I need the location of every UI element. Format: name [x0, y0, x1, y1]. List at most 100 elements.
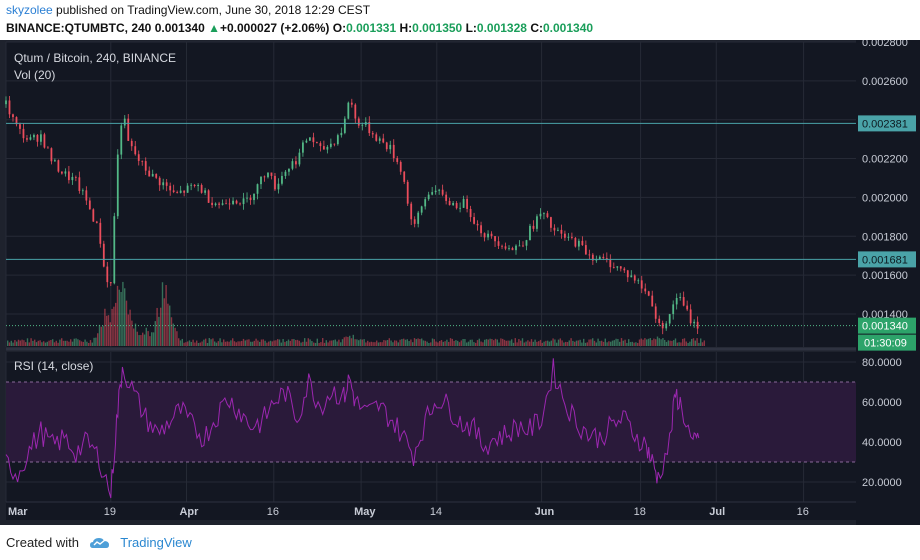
volume-bar: [584, 342, 587, 346]
candle-body: [375, 134, 378, 141]
candle-body: [354, 104, 357, 119]
candle-body: [50, 148, 53, 162]
volume-bar: [161, 282, 164, 346]
candle-body: [616, 266, 619, 268]
candle-body: [298, 152, 301, 165]
candle-body: [686, 305, 689, 310]
candle-body: [179, 190, 182, 193]
volume-bar: [37, 340, 39, 346]
volume-bar: [521, 338, 524, 346]
candle-body: [550, 217, 552, 228]
rsi-tick-label: 60.0000: [862, 397, 902, 409]
candle-body: [235, 200, 238, 204]
volume-bar: [170, 317, 173, 346]
candle-body: [95, 221, 98, 223]
volume-bar: [683, 338, 686, 346]
volume-bar: [604, 338, 606, 346]
volume-bar: [246, 339, 248, 346]
close-label: C:: [530, 21, 543, 35]
rsi-tick-label: 80.0000: [862, 357, 902, 369]
volume-bar: [538, 341, 540, 346]
candle-body: [626, 270, 629, 278]
volume-bar: [296, 339, 299, 346]
trading-chart[interactable]: 0.0028000.0026000.0024000.0022000.002000…: [0, 40, 920, 525]
volume-bar: [365, 342, 367, 346]
candle-body: [438, 189, 441, 191]
high-value: 0.001350: [412, 21, 463, 35]
volume-bar: [131, 320, 133, 346]
volume-bar: [440, 340, 443, 346]
volume-bar: [257, 340, 259, 346]
author-link[interactable]: skyzolee: [6, 3, 53, 17]
volume-bar: [84, 339, 86, 346]
candle-body: [431, 192, 434, 195]
volume-bar: [518, 339, 520, 346]
candle-body: [396, 158, 399, 162]
tradingview-brand[interactable]: TradingView: [120, 535, 192, 550]
candle-body: [483, 233, 486, 238]
volume-bar: [107, 315, 110, 346]
volume-bar: [178, 338, 180, 346]
volume-bar: [106, 315, 108, 346]
volume-bar: [386, 339, 389, 346]
candle-body: [361, 124, 364, 126]
volume-bar: [129, 309, 131, 346]
volume-bar: [14, 340, 16, 346]
volume-bar: [113, 306, 115, 346]
volume-bar: [242, 338, 245, 346]
candle-body: [19, 124, 21, 129]
volume-bar: [629, 342, 632, 346]
volume-bar: [359, 339, 362, 346]
candle-body: [588, 254, 591, 256]
candle-body: [637, 280, 640, 282]
candle-body: [211, 202, 213, 206]
volume-bar: [356, 339, 358, 346]
volume-bar: [318, 342, 320, 346]
volume-bar: [539, 339, 542, 346]
volume-bar: [660, 339, 662, 346]
candle-body: [274, 175, 276, 190]
volume-bar: [590, 339, 592, 346]
candle-body: [106, 266, 109, 283]
volume-bar: [646, 339, 648, 346]
volume-bar: [685, 341, 687, 346]
volume-bar: [122, 281, 124, 346]
candle-body: [29, 137, 32, 140]
candle-body: [623, 268, 626, 271]
candle-body: [536, 216, 538, 229]
volume-bar: [149, 336, 151, 346]
volume-bar: [95, 337, 97, 346]
candle-body: [441, 189, 444, 195]
volume-bar: [415, 339, 417, 346]
volume-bar: [323, 342, 326, 346]
volume-bar: [277, 339, 279, 346]
volume-bar: [487, 339, 489, 346]
volume-bar: [89, 340, 92, 346]
candle-body: [522, 245, 524, 247]
volume-bar: [197, 342, 200, 346]
volume-bar: [500, 338, 502, 346]
volume-bar: [512, 342, 515, 346]
candle-body: [309, 137, 311, 141]
candle-body: [392, 144, 395, 159]
rsi-tick-label: 40.0000: [862, 437, 902, 449]
volume-bar: [302, 341, 304, 346]
volume-bar: [286, 341, 288, 346]
volume-bar: [350, 338, 353, 346]
candle-body: [368, 121, 371, 134]
volume-bar: [160, 307, 162, 346]
candle-body: [525, 240, 528, 246]
volume-bar: [394, 340, 396, 346]
candle-body: [242, 198, 245, 205]
volume-bar: [172, 323, 174, 346]
volume-bar: [403, 338, 405, 346]
volume-bar: [55, 340, 57, 346]
candle-body: [682, 297, 685, 306]
volume-bar: [640, 338, 642, 346]
volume-bar: [354, 339, 356, 346]
volume-bar: [376, 340, 378, 346]
volume-bar: [694, 340, 696, 346]
volume-bar: [611, 340, 614, 346]
volume-bar: [239, 341, 241, 346]
volume-bar: [298, 340, 300, 346]
